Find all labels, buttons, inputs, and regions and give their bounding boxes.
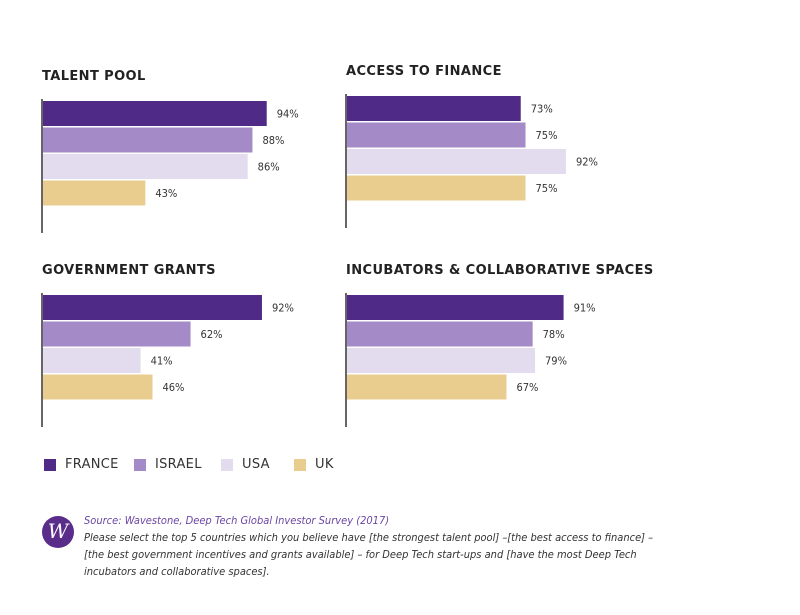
legend-label: FRANCE — [65, 457, 119, 472]
bar-france — [347, 295, 564, 320]
data-label: 46% — [162, 381, 184, 394]
bar-uk — [43, 374, 153, 400]
chart-title: INCUBATORS & COLLABORATIVE SPACES — [346, 263, 654, 278]
source-note: W Source: Wavestone, Deep Tech Global In… — [42, 512, 782, 602]
chart-plot: 94% 88% 86% 43% — [41, 99, 299, 233]
bar-france — [43, 101, 267, 126]
data-label: 62% — [201, 328, 223, 341]
source-question-line: incubators and collaborative spaces]. — [84, 565, 270, 578]
bar-usa — [43, 154, 248, 179]
data-label: 43% — [155, 187, 177, 200]
data-label: 41% — [151, 355, 173, 368]
chart-plot: 73% 75% 92% 75% — [345, 94, 598, 228]
bar-israel — [43, 127, 253, 153]
bar-france — [43, 295, 262, 320]
legend-swatch — [221, 459, 233, 471]
bar-uk — [43, 180, 146, 206]
data-label: 91% — [574, 302, 596, 315]
data-label: 92% — [576, 156, 598, 169]
data-label: 92% — [272, 302, 294, 315]
chart-access-to-finance: ACCESS TO FINANCE 73% 75% 92% 75% — [345, 64, 646, 234]
data-label: 75% — [536, 129, 558, 142]
chart-title: ACCESS TO FINANCE — [346, 64, 502, 79]
bar-usa — [43, 348, 141, 373]
source-question-line: Please select the top 5 countries which … — [84, 531, 654, 544]
chart-plot: 92% 62% 41% 46% — [41, 293, 294, 427]
legend-swatch — [134, 459, 146, 471]
bar-uk — [347, 175, 526, 201]
bar-israel — [347, 122, 526, 148]
data-label: 88% — [262, 134, 284, 147]
bar-france — [347, 96, 521, 121]
source-question-line: [the best government incentives and gran… — [84, 548, 637, 561]
chart-talent-pool: TALENT POOL 94% 88% 86% 43% — [41, 69, 342, 239]
legend-swatch — [294, 459, 306, 471]
wavestone-logo-icon: W — [42, 516, 74, 548]
source-text: Source: Wavestone, Deep Tech Global Inve… — [84, 512, 774, 580]
chart-title: TALENT POOL — [42, 69, 146, 84]
bar-usa — [347, 149, 566, 174]
bar-usa — [347, 348, 536, 373]
data-label: 78% — [543, 328, 565, 341]
legend-label: ISRAEL — [155, 457, 202, 472]
chart-incubators: INCUBATORS & COLLABORATIVE SPACES 91% 78%… — [345, 263, 726, 435]
data-label: 73% — [531, 103, 553, 116]
legend-label: USA — [242, 457, 270, 472]
data-label: 86% — [258, 161, 280, 174]
bar-israel — [43, 321, 191, 347]
data-label: 79% — [545, 355, 567, 368]
source-label: Source: — [84, 514, 122, 527]
source-name: Wavestone, Deep Tech Global Investor Sur… — [124, 514, 390, 527]
chart-plot: 91% 78% 79% 67% — [345, 293, 596, 427]
legend-swatch — [44, 459, 56, 471]
data-label: 67% — [516, 381, 538, 394]
data-label: 75% — [536, 182, 558, 195]
source-citation: Source: Wavestone, Deep Tech Global Inve… — [84, 512, 774, 529]
chart-government-grants: GOVERNMENT GRANTS 92% 62% 41% 46% — [41, 263, 342, 435]
legend-label: UK — [315, 457, 334, 472]
bar-israel — [347, 321, 533, 347]
data-label: 94% — [277, 108, 299, 121]
bar-uk — [347, 374, 507, 400]
chart-title: GOVERNMENT GRANTS — [42, 263, 216, 278]
